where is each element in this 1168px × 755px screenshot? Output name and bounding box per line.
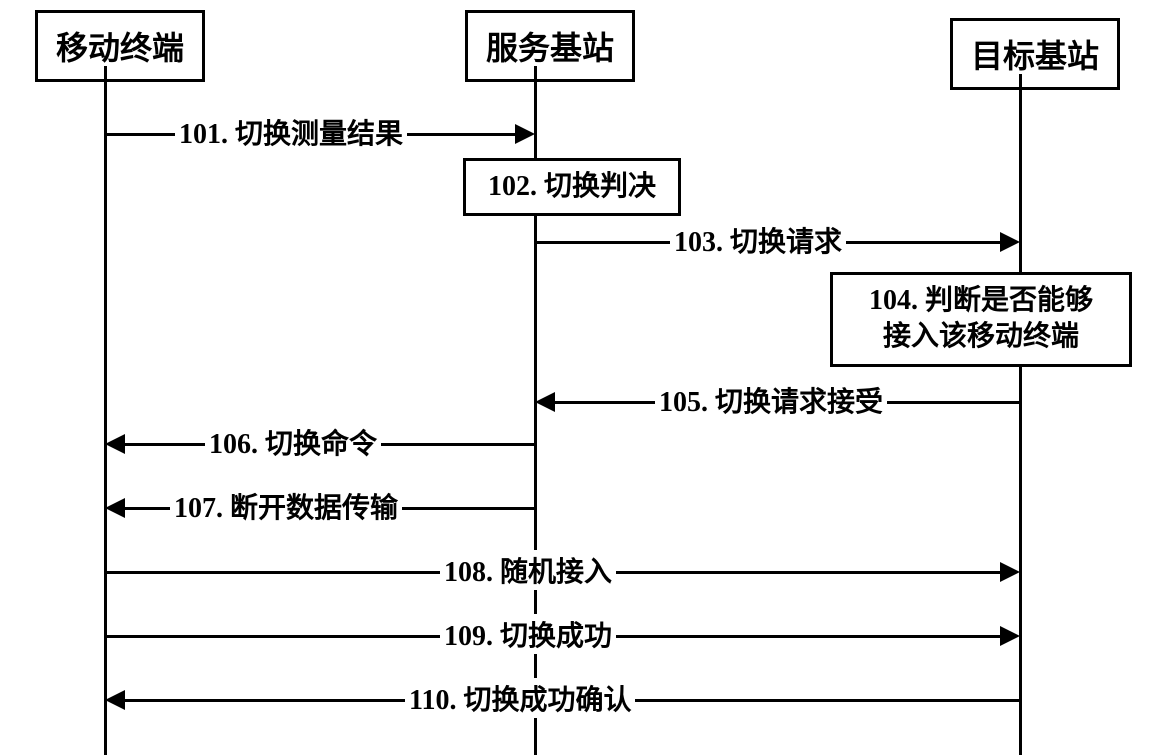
actor-target-station: 目标基站 <box>950 18 1120 90</box>
arrowhead-108 <box>1000 562 1020 582</box>
process-102: 102. 切换判决 <box>463 158 681 216</box>
lifeline-mobile <box>104 66 107 755</box>
message-101-label: 101. 切换测量结果 <box>175 112 407 152</box>
arrowhead-103 <box>1000 232 1020 252</box>
actor-label: 移动终端 <box>56 30 184 66</box>
process-label: 102. 切换判决 <box>488 171 656 202</box>
process-label-line1: 104. 判断是否能够 <box>869 285 1093 316</box>
message-108-label: 108. 随机接入 <box>440 550 616 590</box>
process-label-line2: 接入该移动终端 <box>883 321 1079 352</box>
arrowhead-109 <box>1000 626 1020 646</box>
message-103-label: 103. 切换请求 <box>670 220 846 260</box>
arrowhead-105 <box>535 392 555 412</box>
actor-serving-station: 服务基站 <box>465 10 635 82</box>
message-109-label: 109. 切换成功 <box>440 614 616 654</box>
arrowhead-107 <box>105 498 125 518</box>
message-105-label: 105. 切换请求接受 <box>655 380 887 420</box>
actor-label: 服务基站 <box>486 30 614 66</box>
actor-mobile-terminal: 移动终端 <box>35 10 205 82</box>
arrowhead-101 <box>515 124 535 144</box>
message-110-label: 110. 切换成功确认 <box>405 678 635 718</box>
message-107-label: 107. 断开数据传输 <box>170 486 402 526</box>
arrowhead-106 <box>105 434 125 454</box>
arrowhead-110 <box>105 690 125 710</box>
message-106-label: 106. 切换命令 <box>205 422 381 462</box>
lifeline-target <box>1019 74 1022 755</box>
sequence-diagram: 移动终端 服务基站 目标基站 101. 切换测量结果 102. 切换判决 103… <box>0 0 1168 755</box>
process-104: 104. 判断是否能够 接入该移动终端 <box>830 272 1132 367</box>
actor-label: 目标基站 <box>971 38 1099 74</box>
